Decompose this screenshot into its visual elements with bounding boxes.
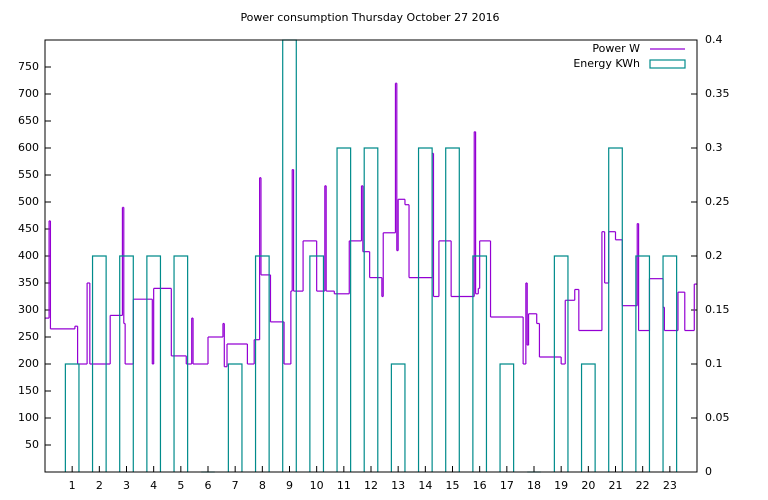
x-tick-label: 7: [232, 479, 239, 492]
x-tick-label: 12: [364, 479, 378, 492]
energy-box: [553, 255, 569, 472]
energy-box: [445, 147, 460, 472]
x-tick-label: 20: [581, 479, 595, 492]
energy-box: [662, 255, 678, 472]
x-tick-label: 3: [123, 479, 130, 492]
x-tick-label: 13: [391, 479, 405, 492]
legend-swatch: [649, 59, 686, 69]
x-tick-label: 6: [205, 479, 212, 492]
y2-tick-label: 0.3: [705, 141, 723, 154]
y-tick-label: 550: [18, 168, 39, 181]
x-tick-label: 5: [177, 479, 184, 492]
y2-tick-label: 0.25: [705, 195, 730, 208]
y-tick-label: 350: [18, 276, 39, 289]
energy-box: [254, 255, 270, 472]
y-tick-label: 50: [25, 438, 39, 451]
energy-box: [64, 363, 80, 472]
x-tick-label: 22: [636, 479, 650, 492]
y2-tick-label: 0.15: [705, 303, 730, 316]
x-tick-label: 14: [418, 479, 432, 492]
y2-tick-label: 0: [705, 465, 712, 478]
y-tick-label: 100: [18, 411, 39, 424]
x-tick-label: 11: [337, 479, 351, 492]
y-tick-label: 400: [18, 249, 39, 262]
x-tick-label: 2: [96, 479, 103, 492]
x-tick-label: 8: [259, 479, 266, 492]
x-tick-label: 17: [500, 479, 514, 492]
energy-box: [363, 147, 379, 472]
y-tick-label: 450: [18, 222, 39, 235]
energy-box: [146, 255, 162, 472]
energy-box: [227, 363, 243, 472]
x-tick-label: 1: [69, 479, 76, 492]
legend-label: Energy KWh: [573, 57, 640, 70]
x-tick-label: 18: [527, 479, 541, 492]
x-tick-label: 19: [554, 479, 568, 492]
plot-frame: [44, 39, 698, 473]
energy-box: [309, 255, 325, 472]
y2-tick-label: 0.4: [705, 33, 723, 46]
x-tick-label: 23: [663, 479, 677, 492]
energy-box: [282, 39, 297, 472]
y2-tick-label: 0.2: [705, 249, 723, 262]
y-tick-label: 200: [18, 357, 39, 370]
y2-tick-label: 0.1: [705, 357, 723, 370]
energy-box: [499, 363, 515, 472]
y-tick-label: 750: [18, 60, 39, 73]
energy-box: [336, 147, 352, 472]
energy-box: [472, 255, 488, 472]
y-tick-label: 250: [18, 330, 39, 343]
energy-box: [390, 363, 406, 472]
x-tick-label: 16: [473, 479, 487, 492]
x-tick-label: 9: [286, 479, 293, 492]
y-tick-label: 600: [18, 141, 39, 154]
energy-box: [635, 255, 651, 472]
y-tick-label: 650: [18, 114, 39, 127]
x-tick-label: 15: [446, 479, 460, 492]
energy-box: [580, 363, 596, 472]
x-tick-label: 10: [310, 479, 324, 492]
legend-label: Power W: [592, 42, 640, 55]
y-tick-label: 700: [18, 87, 39, 100]
x-tick-label: 4: [150, 479, 157, 492]
energy-box: [173, 255, 189, 472]
y-tick-label: 150: [18, 384, 39, 397]
energy-box: [417, 147, 433, 472]
energy-box: [119, 255, 134, 472]
y-tick-label: 500: [18, 195, 39, 208]
x-tick-label: 21: [609, 479, 623, 492]
energy-box: [91, 255, 107, 472]
y2-tick-label: 0.35: [705, 87, 730, 100]
y2-tick-label: 0.05: [705, 411, 730, 424]
chart-title: Power consumption Thursday October 27 20…: [240, 11, 499, 24]
y-tick-label: 300: [18, 303, 39, 316]
energy-box: [608, 147, 623, 472]
